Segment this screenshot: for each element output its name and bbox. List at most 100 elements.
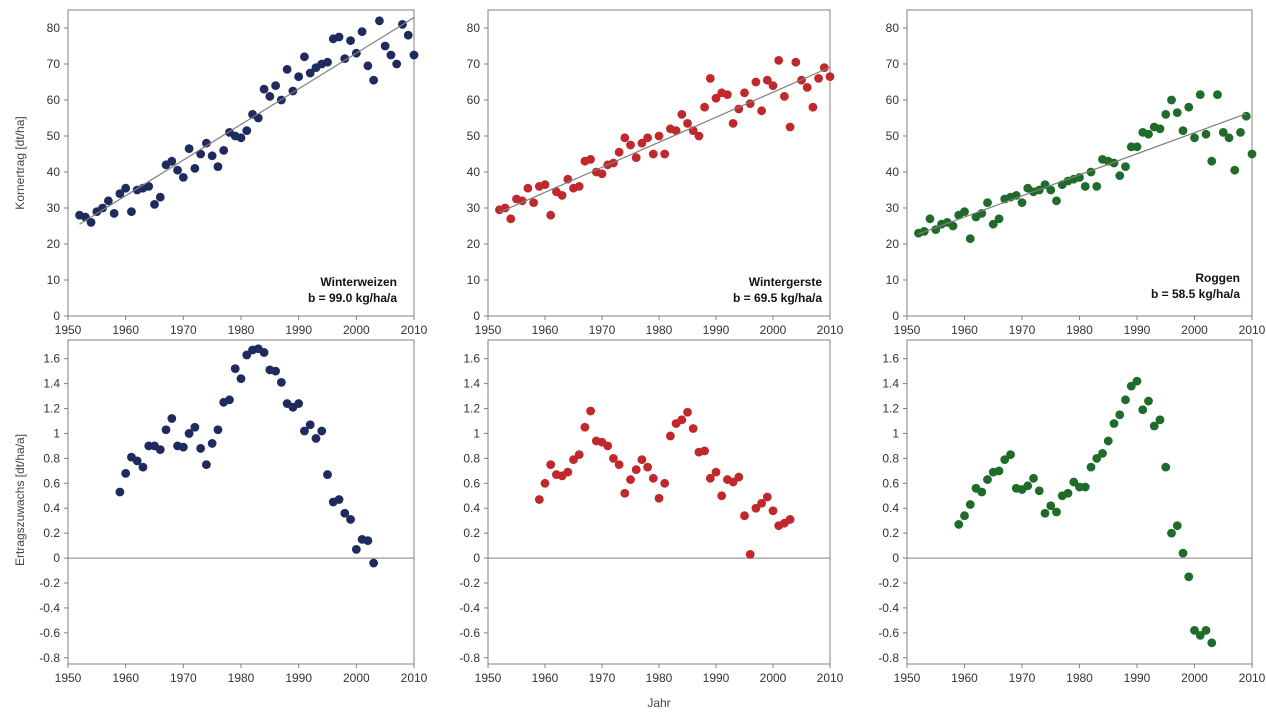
data-point xyxy=(757,106,766,116)
x-tick-label: 1990 xyxy=(1124,323,1151,337)
y-tick-label: 50 xyxy=(886,129,900,143)
data-point xyxy=(1144,129,1153,139)
data-point xyxy=(1023,481,1033,491)
data-point xyxy=(751,503,761,513)
data-point xyxy=(242,350,252,360)
data-point xyxy=(1195,630,1205,640)
x-tick-label: 1990 xyxy=(703,323,730,337)
data-point xyxy=(925,214,935,224)
data-point xyxy=(86,218,96,227)
data-point xyxy=(677,110,687,119)
data-point xyxy=(1213,90,1222,99)
y-tick-label: 60 xyxy=(47,93,61,107)
trend-line xyxy=(499,66,831,213)
plot-frame xyxy=(67,9,415,317)
data-point xyxy=(334,32,344,42)
series-label: Wintergerste xyxy=(749,275,823,289)
data-point xyxy=(236,133,246,143)
x-tick-label: 2010 xyxy=(1239,671,1266,685)
data-point xyxy=(127,207,136,217)
data-point xyxy=(557,191,567,200)
y-tick-label: 80 xyxy=(467,21,481,35)
data-point xyxy=(132,456,142,466)
data-point xyxy=(791,57,801,67)
data-point xyxy=(1201,625,1211,635)
y-tick-label: 0 xyxy=(53,309,60,323)
data-point xyxy=(1195,90,1205,99)
data-point xyxy=(631,153,641,163)
data-point xyxy=(1121,162,1130,172)
y-tick-label: 0.2 xyxy=(882,526,899,540)
data-point xyxy=(1149,421,1159,431)
data-point xyxy=(219,146,229,155)
x-tick-label: 1970 xyxy=(1009,671,1036,685)
x-tick-label: 2000 xyxy=(760,323,787,337)
data-point xyxy=(121,468,131,478)
y-tick-label: 0.2 xyxy=(463,526,480,540)
data-point xyxy=(380,41,390,51)
x-tick-label: 1950 xyxy=(475,671,502,685)
y-tick-label: 70 xyxy=(47,57,61,71)
data-point xyxy=(311,434,321,443)
data-point xyxy=(161,425,171,435)
y-tick-label: -0.2 xyxy=(459,576,480,590)
data-point xyxy=(563,467,573,477)
y-tick-label: 1.6 xyxy=(882,352,899,366)
data-point xyxy=(994,214,1004,224)
data-point xyxy=(1080,182,1090,191)
x-tick-label: 1990 xyxy=(285,323,312,337)
xlabel: Jahr xyxy=(647,696,670,710)
y-tick-label: 70 xyxy=(467,57,481,71)
x-tick-label: 2000 xyxy=(1181,323,1208,337)
data-point xyxy=(688,424,698,433)
data-point xyxy=(1115,171,1125,181)
data-point xyxy=(190,422,200,432)
data-point xyxy=(614,460,624,470)
data-point xyxy=(300,52,309,62)
x-tick-label: 1980 xyxy=(1066,671,1093,685)
slope-label: b = 99.0 kg/ha/a xyxy=(308,291,397,305)
data-point xyxy=(620,133,630,143)
y-tick-label: -0.2 xyxy=(39,576,60,590)
data-point xyxy=(259,84,269,94)
data-point xyxy=(717,491,727,501)
y-tick-label: -0.4 xyxy=(459,601,480,615)
y-tick-label: -0.8 xyxy=(39,651,60,665)
data-point xyxy=(323,470,332,479)
y-tick-label: 30 xyxy=(47,201,61,215)
data-point xyxy=(1126,381,1136,391)
data-point xyxy=(144,182,154,191)
data-point xyxy=(334,495,344,504)
data-point xyxy=(1167,528,1176,538)
data-point xyxy=(1207,638,1217,648)
data-point xyxy=(825,72,835,81)
data-point xyxy=(167,414,177,423)
y-tick-label: -0.8 xyxy=(459,651,480,665)
data-point xyxy=(1017,198,1027,208)
plot-frame xyxy=(67,339,415,665)
x-tick-label: 1950 xyxy=(55,671,82,685)
data-point xyxy=(300,426,309,436)
data-point xyxy=(1155,124,1165,134)
x-tick-label: 1980 xyxy=(646,671,673,685)
data-point xyxy=(1207,156,1217,166)
data-point xyxy=(768,506,778,516)
x-tick-label: 1990 xyxy=(1124,671,1151,685)
data-point xyxy=(184,144,194,154)
y-tick-label: 0 xyxy=(473,309,480,323)
data-point xyxy=(785,122,795,132)
data-point xyxy=(196,444,206,453)
y-tick-label: 70 xyxy=(886,57,900,71)
data-point xyxy=(546,460,556,470)
x-tick-label: 1960 xyxy=(532,671,559,685)
data-point xyxy=(317,426,327,436)
data-point xyxy=(728,119,738,128)
data-point xyxy=(230,364,240,374)
x-tick-label: 2010 xyxy=(401,323,428,337)
data-point xyxy=(178,173,188,182)
trend-line xyxy=(79,17,415,225)
y-tick-label: 80 xyxy=(886,21,900,35)
data-point xyxy=(1132,142,1142,152)
panel-ww-growth: -0.8 -0.6 -0.4 -0.2 0 0.2 0.4 0.6 0.8 1 1.2 1.4 1.6 1… xyxy=(39,339,428,685)
